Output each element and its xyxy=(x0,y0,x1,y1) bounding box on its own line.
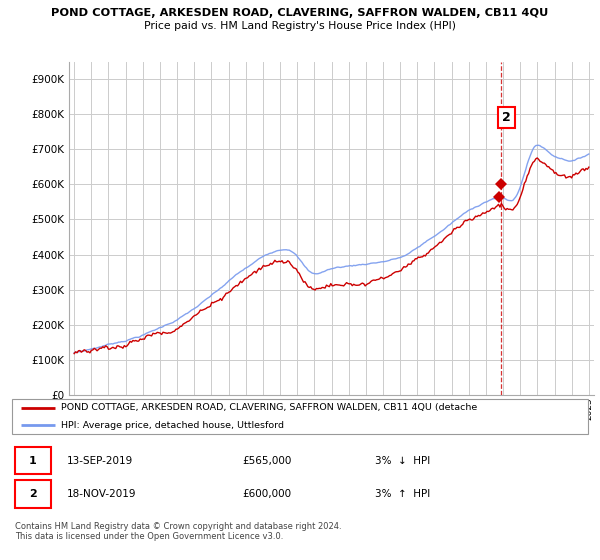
Text: 1: 1 xyxy=(29,456,37,466)
Text: £565,000: £565,000 xyxy=(242,456,292,466)
FancyBboxPatch shape xyxy=(15,480,50,507)
Text: 13-SEP-2019: 13-SEP-2019 xyxy=(67,456,133,466)
Text: 3%  ↑  HPI: 3% ↑ HPI xyxy=(375,489,430,499)
Text: POND COTTAGE, ARKESDEN ROAD, CLAVERING, SAFFRON WALDEN, CB11 4QU: POND COTTAGE, ARKESDEN ROAD, CLAVERING, … xyxy=(52,8,548,18)
FancyBboxPatch shape xyxy=(12,399,588,434)
Text: £600,000: £600,000 xyxy=(242,489,292,499)
Text: HPI: Average price, detached house, Uttlesford: HPI: Average price, detached house, Uttl… xyxy=(61,421,284,430)
Text: Contains HM Land Registry data © Crown copyright and database right 2024.
This d: Contains HM Land Registry data © Crown c… xyxy=(15,522,341,542)
Text: POND COTTAGE, ARKESDEN ROAD, CLAVERING, SAFFRON WALDEN, CB11 4QU (detache: POND COTTAGE, ARKESDEN ROAD, CLAVERING, … xyxy=(61,403,477,413)
Text: 2: 2 xyxy=(502,111,511,124)
Text: Price paid vs. HM Land Registry's House Price Index (HPI): Price paid vs. HM Land Registry's House … xyxy=(144,21,456,31)
Text: 2: 2 xyxy=(29,489,37,499)
Text: 3%  ↓  HPI: 3% ↓ HPI xyxy=(375,456,430,466)
FancyBboxPatch shape xyxy=(15,447,50,474)
Text: 18-NOV-2019: 18-NOV-2019 xyxy=(67,489,136,499)
